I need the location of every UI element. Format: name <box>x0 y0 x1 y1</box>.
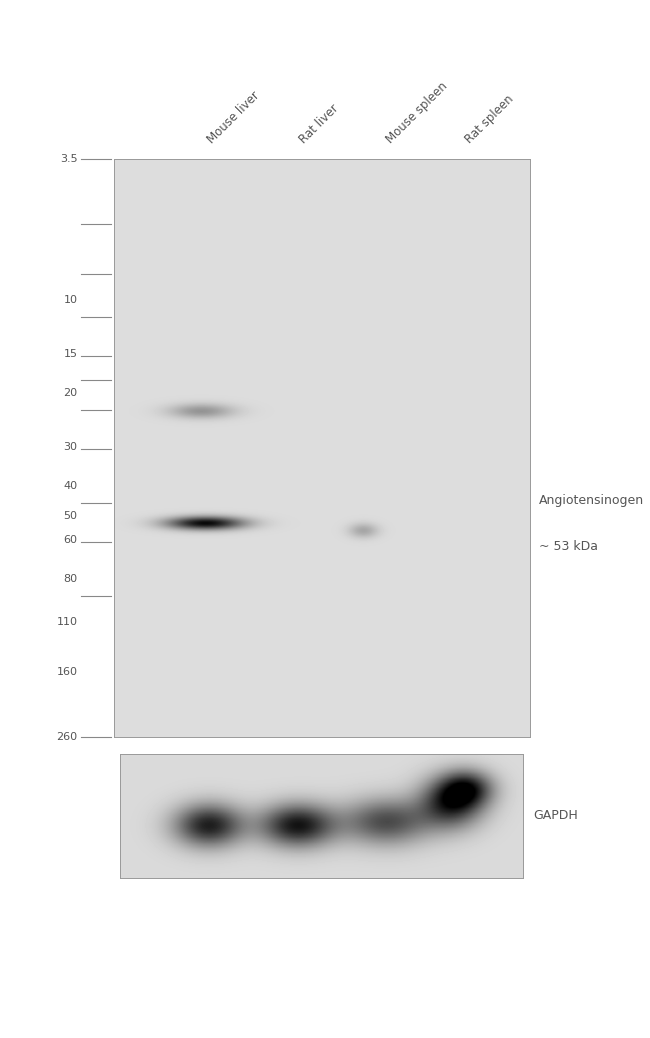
Text: 80: 80 <box>63 574 77 583</box>
Text: 30: 30 <box>63 442 77 453</box>
Text: 110: 110 <box>57 617 77 627</box>
Text: GAPDH: GAPDH <box>534 810 578 822</box>
Text: 260: 260 <box>56 732 77 742</box>
Text: Rat spleen: Rat spleen <box>463 92 517 146</box>
Text: 3.5: 3.5 <box>60 154 77 164</box>
Text: Angiotensinogen: Angiotensinogen <box>540 494 645 507</box>
Text: 50: 50 <box>63 511 77 521</box>
Text: 160: 160 <box>57 666 77 677</box>
Text: 20: 20 <box>63 388 77 398</box>
Text: Mouse liver: Mouse liver <box>205 89 263 146</box>
Text: 60: 60 <box>63 536 77 545</box>
Text: 10: 10 <box>63 295 77 305</box>
Text: 15: 15 <box>63 349 77 359</box>
Text: Rat liver: Rat liver <box>297 102 341 146</box>
Text: Mouse spleen: Mouse spleen <box>384 80 450 146</box>
Text: 40: 40 <box>63 481 77 491</box>
Text: ~ 53 kDa: ~ 53 kDa <box>540 540 599 553</box>
